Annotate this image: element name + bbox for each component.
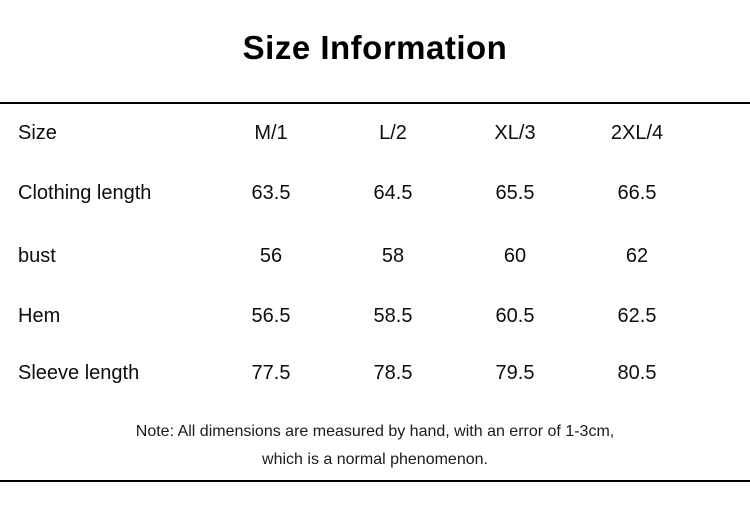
table-row-hem: Hem 56.5 58.5 60.5 62.5 (0, 288, 750, 344)
cell-value: 58.5 (373, 304, 413, 327)
cell-value: 60 (503, 244, 527, 267)
top-divider (0, 102, 750, 104)
cell-value: 56.5 (251, 304, 291, 327)
row-label: Sleeve length (18, 361, 140, 384)
table-header-row: Size M/1 L/2 XL/3 2XL/4 (0, 104, 750, 162)
cell-value: 80.5 (617, 361, 657, 384)
column-header-2xl4: 2XL/4 (610, 121, 664, 144)
column-header-l2: L/2 (379, 121, 407, 144)
column-header-m1: M/1 (254, 121, 288, 144)
table-row-sleeve-length: Sleeve length 77.5 78.5 79.5 80.5 (0, 344, 750, 402)
cell-value: 60.5 (495, 304, 535, 327)
cell-value: 64.5 (373, 181, 413, 204)
size-table: Size M/1 L/2 XL/3 2XL/4 Clothing length … (0, 104, 750, 402)
cell-value: 65.5 (495, 181, 535, 204)
cell-value: 77.5 (251, 361, 291, 384)
row-label: Clothing length (18, 181, 152, 204)
cell-value: 63.5 (251, 181, 291, 204)
note-line-1: Note: All dimensions are measured by han… (135, 423, 615, 440)
table-row-clothing-length: Clothing length 63.5 64.5 65.5 66.5 (0, 162, 750, 224)
cell-value: 58 (381, 244, 405, 267)
cell-value: 56 (259, 244, 283, 267)
cell-value: 66.5 (617, 181, 657, 204)
column-header-size: Size (18, 121, 57, 144)
cell-value: 79.5 (495, 361, 535, 384)
column-header-xl3: XL/3 (494, 121, 536, 144)
cell-value: 62 (625, 244, 649, 267)
cell-value: 78.5 (373, 361, 413, 384)
table-row-bust: bust 56 58 60 62 (0, 224, 750, 288)
bottom-divider (0, 480, 750, 482)
row-label: Hem (18, 304, 61, 327)
page-title: Size Information (242, 29, 508, 66)
measurement-note: Note: All dimensions are measured by han… (0, 418, 750, 474)
row-label: bust (18, 244, 56, 267)
cell-value: 62.5 (617, 304, 657, 327)
note-line-2: which is a normal phenomenon. (262, 451, 488, 468)
